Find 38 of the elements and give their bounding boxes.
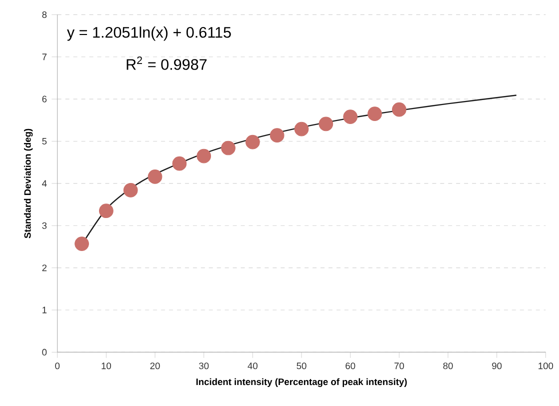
point xyxy=(270,128,284,143)
x-tick-label: 80 xyxy=(443,362,453,370)
annotation: y = 1.2051ln(x) + 0.6115 xyxy=(66,26,231,42)
y-tick-label: 4 xyxy=(42,180,47,187)
point xyxy=(148,170,162,184)
x-tick-label: 40 xyxy=(248,362,258,370)
x-tick-label: 100 xyxy=(538,362,554,370)
point xyxy=(74,236,89,252)
point xyxy=(392,102,406,118)
point xyxy=(221,141,236,156)
y-tick-label: 8 xyxy=(42,12,47,18)
x-tick-label: 70 xyxy=(394,362,404,370)
point xyxy=(246,135,260,150)
y-tick-label: 5 xyxy=(42,138,47,145)
y-tick-label: 1 xyxy=(42,307,47,314)
point xyxy=(368,106,382,122)
x-tick-label: 60 xyxy=(346,362,356,370)
point xyxy=(99,204,114,218)
point xyxy=(294,122,309,136)
x-tick-label: 90 xyxy=(492,362,502,370)
point xyxy=(123,183,138,198)
x-tick-label: 0 xyxy=(55,362,60,370)
point xyxy=(343,110,358,124)
x-tick-label: 10 xyxy=(102,362,112,370)
y-axis-title: Standard Deviation (deg) xyxy=(24,129,33,238)
point xyxy=(318,116,334,132)
x-tick-label: 50 xyxy=(296,362,306,370)
point xyxy=(172,156,187,171)
x-axis-title: Incident intensity (Percentage of peak intensity) xyxy=(196,378,407,388)
y-tick-label: 3 xyxy=(42,222,47,230)
x-tick-label: 20 xyxy=(150,362,160,370)
x-tick-label: 30 xyxy=(199,362,209,370)
y-tick-label: 7 xyxy=(42,54,47,60)
y-tick-label: 0 xyxy=(42,349,47,356)
y-tick-label: 6 xyxy=(42,96,47,103)
point xyxy=(196,149,212,164)
y-tick-label: 2 xyxy=(42,264,47,272)
annotation: R$^{2}$ = 0.9987 xyxy=(126,56,207,70)
